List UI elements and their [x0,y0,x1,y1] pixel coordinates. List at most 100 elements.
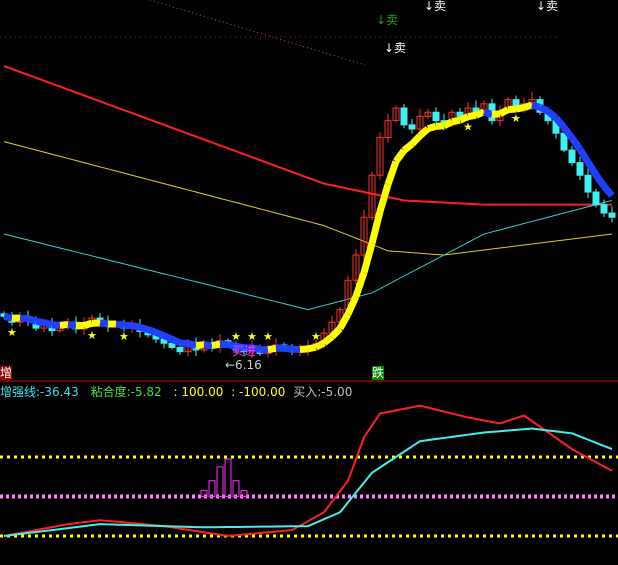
trend-ribbon-segment [283,344,293,353]
sell-signal: ↓卖 [424,0,446,13]
trend-ribbon-segment [553,115,567,130]
trend-ribbon-segment [451,116,461,126]
moving-average-line [3,141,613,256]
indicator-header: 增强线:-36.43 粘合度:-5.82 : 100.00 : -100.00 … [0,383,360,400]
sell-signal: ↓卖 [536,0,558,13]
trend-ribbon-segment [67,320,77,330]
trend-ribbon-segment [329,326,343,340]
trend-ribbon-segment [538,104,550,115]
enhance-value: :-36.43 [36,385,79,399]
star-icon: ★ [119,330,129,343]
candle-body [416,115,424,130]
candle-body [568,149,576,164]
buy-value: :-5.00 [317,385,353,399]
trend-ribbon-segment [203,341,213,350]
trend-ribbon-segment [131,322,141,331]
candle-body [592,191,600,206]
trend-ribbon-segment [376,183,392,213]
trend-ribbon-segment [360,242,376,274]
trend-ribbon-segment [179,339,189,348]
star-icon: ★ [311,330,321,343]
upper-value: : 100.00 [173,385,224,399]
trend-ribbon-segment [482,108,494,118]
sell-signal: ↓卖 [384,41,406,55]
trend-ribbon-segment [26,315,38,325]
candle-body [384,120,392,138]
star-icon: ★ [511,112,521,125]
candle-body [376,136,384,176]
trend-ribbon-segment [162,332,174,343]
trend-ribbon-segment [491,110,501,118]
moving-average-line [3,199,613,311]
trend-ribbon-segment [139,323,149,333]
adhesion-value: :-5.82 [126,385,162,399]
low-price-marker: ←6.16 [225,358,262,372]
adhesion-label: 粘合度 [90,385,127,399]
trend-ribbon-segment [498,106,510,117]
candle-body [528,99,536,105]
trend-ribbon-segment [3,312,13,322]
trend-ribbon-segment [569,136,583,152]
trend-ribbon-segment [307,343,317,353]
trend-ribbon-segment [59,320,69,329]
candle-body [360,216,368,256]
trend-ribbon-segment [577,147,591,164]
trend-ribbon-segment [417,126,431,139]
trend-ribbon-segment [195,341,205,349]
trend-ribbon-segment [474,108,486,119]
trend-ribbon-segment [99,319,109,328]
trend-ribbon-segment [515,104,525,113]
histogram-bar [216,466,224,497]
trend-ribbon-segment [393,148,407,164]
trend-ribbon-segment [458,113,470,124]
buy-signal: 买进 [232,344,256,358]
trend-ribbon-segment [267,344,277,354]
trend-ribbon-segment [154,329,166,339]
candle-body [392,107,400,122]
histogram-bar [240,490,248,498]
star-icon: ★ [87,329,97,342]
trend-ribbon-segment [384,160,400,186]
star-icon: ★ [231,330,241,343]
trend-ribbon-segment [227,341,237,350]
trend-ribbon-segment [211,340,221,350]
fall-badge: 跌 [372,366,385,380]
candle-body [424,111,432,117]
histogram-bar [232,480,240,498]
trend-ribbon-segment [314,339,326,351]
trend-ribbon-segment [442,118,454,129]
trend-ribbon-segment [601,184,615,198]
trend-ribbon-segment [426,122,438,133]
star-icon: ★ [263,330,273,343]
trend-ribbon-segment [344,294,360,316]
candle-body [408,124,416,130]
histogram-bar [200,490,208,498]
moving-average-line [3,65,612,206]
histogram-bar [224,458,232,498]
candle-body [608,212,616,218]
trend-ribbon-segment [83,319,93,329]
trend-ribbon-segment [251,344,261,354]
trend-ribbon-segment [336,312,352,331]
star-icon: ★ [247,330,257,343]
histogram-bar [208,480,216,498]
trend-ribbon-segment [235,342,245,352]
candle-body [368,174,376,218]
trend-ribbon-segment [42,319,54,329]
lower-value: : -100.00 [231,385,286,399]
trend-ribbon-segment [321,333,335,346]
trend-ribbon-segment [352,271,368,298]
trend-ribbon-segment [523,101,533,111]
trend-ribbon-segment [531,101,541,111]
trend-ribbon-segment [467,111,477,120]
rise-badge: 增 [0,366,13,380]
trend-ribbon-segment [368,210,384,245]
candle-body [352,254,360,281]
candle-body [576,162,584,176]
trend-ribbon-segment [593,172,607,189]
trend-ribbon-segment [187,340,197,349]
star-icon: ★ [7,326,17,339]
buy-label: 买入 [293,385,318,399]
trend-ribbon-segment [585,160,599,177]
